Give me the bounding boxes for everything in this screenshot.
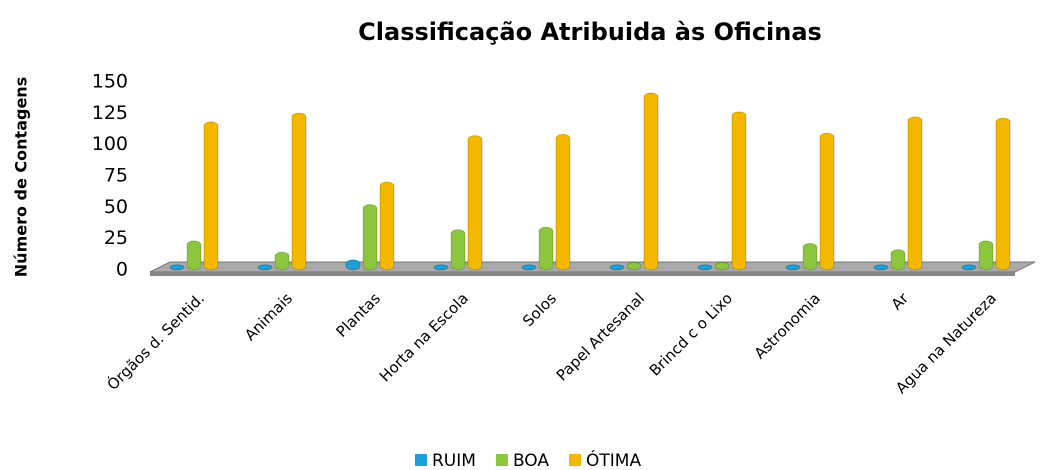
bar [538, 226, 554, 271]
x-tick-label: Brincd c o Lixo [646, 289, 736, 379]
bar [907, 116, 923, 271]
bar [873, 264, 889, 271]
y-tick-label: 150 [92, 71, 128, 93]
bar [186, 240, 202, 271]
x-tick-label: Animais [241, 289, 296, 344]
bar [731, 111, 747, 271]
chart-title: Classificação Atribuida às Oficinas [358, 18, 822, 46]
bar [802, 243, 818, 271]
y-tick-label: 0 [116, 259, 128, 281]
bar [291, 112, 307, 271]
legend-label: BOA [513, 451, 549, 470]
bar [643, 92, 659, 271]
y-tick-label: 100 [92, 133, 128, 155]
bar [169, 264, 185, 271]
y-axis-label: Número de Contagens [12, 77, 31, 277]
legend-label: ÓTIMA [586, 449, 641, 470]
x-tick-label: Astronomia [751, 289, 824, 362]
y-tick-label: 125 [92, 102, 128, 124]
bar [467, 135, 483, 271]
bar [978, 240, 994, 271]
bar [714, 261, 730, 271]
bar [379, 181, 395, 271]
bar [961, 264, 977, 271]
bar [697, 264, 713, 271]
y-tick-label: 75 [104, 165, 128, 187]
bar [819, 132, 835, 271]
bar [433, 264, 449, 271]
x-tick-label: Papel Artesanal [553, 289, 648, 384]
legend-swatch [495, 454, 508, 466]
legend-label: RUIM [432, 451, 476, 470]
bar [274, 251, 290, 271]
bar [890, 249, 906, 271]
legend-swatch [415, 454, 427, 466]
x-tick-label: Órgãos d. Sentid. [103, 289, 208, 394]
legend-swatch [569, 454, 582, 466]
bar [345, 259, 361, 271]
floor-edge [150, 272, 1015, 276]
bar [450, 229, 466, 271]
bar [609, 264, 625, 271]
bar [203, 121, 219, 271]
bar [521, 264, 537, 271]
x-tick-label: Solos [519, 289, 560, 330]
bar [995, 117, 1011, 271]
x-tick-label: Plantas [333, 289, 385, 341]
bar [257, 264, 273, 271]
bar [626, 261, 642, 271]
bar [555, 133, 571, 271]
bar [362, 204, 378, 271]
bar [785, 264, 801, 271]
y-tick-label: 25 [104, 227, 128, 249]
x-tick-label: Ar [888, 289, 913, 314]
y-tick-label: 50 [104, 196, 128, 218]
x-tick-label: Horta na Escola [376, 289, 472, 385]
